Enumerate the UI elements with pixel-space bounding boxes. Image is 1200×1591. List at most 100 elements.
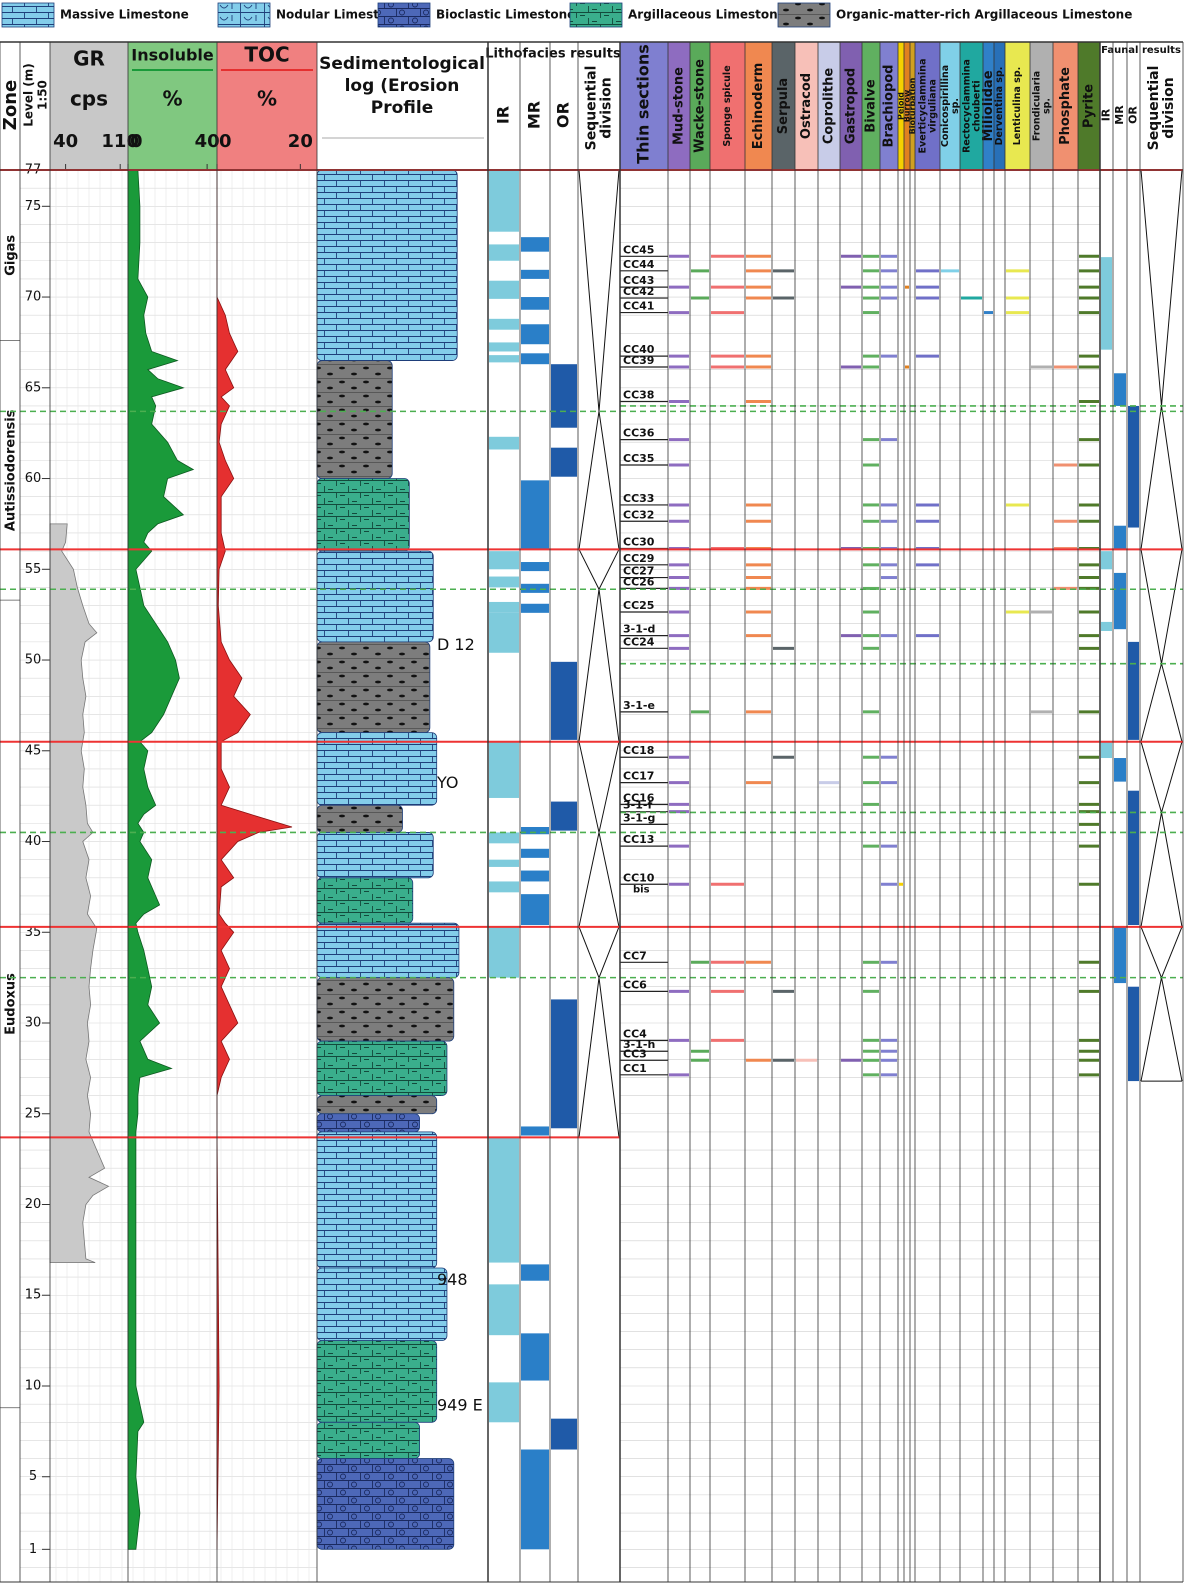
facies-interval [521, 583, 549, 593]
facies-interval [521, 297, 549, 310]
fauna-header-bg [910, 42, 915, 170]
column-title: OR [1127, 106, 1140, 124]
facies-interval [1128, 986, 1139, 1082]
gr-title: GR [73, 47, 105, 71]
fauna-header-bg [915, 42, 940, 170]
sed-log-annotation: 948 [437, 1270, 468, 1289]
sample-label: CC17 [623, 770, 654, 783]
level-tick-label: 50 [25, 653, 42, 668]
facies-interval [1114, 525, 1126, 550]
sample-label: CC24 [623, 635, 655, 648]
fauna-title: Bioturbation [908, 77, 917, 134]
legend-swatch [217, 2, 271, 28]
lithology-interval [316, 478, 410, 552]
facies-interval [551, 364, 577, 428]
facies-interval [489, 280, 519, 299]
sample-label: CC27 [623, 565, 654, 578]
facies-interval [551, 999, 577, 1129]
facies-interval [489, 436, 519, 450]
level-tick-label: 20 [25, 1197, 42, 1212]
facies-interval [1101, 257, 1112, 350]
sequence-shape [578, 169, 620, 550]
lithology-interval [316, 1095, 438, 1115]
facies-interval [521, 848, 549, 858]
gr-tick-label: 110 [101, 131, 139, 152]
facies-interval [489, 1137, 519, 1263]
sed-log-annotation: D 12 [437, 635, 475, 654]
facies-interval [521, 826, 549, 835]
facies-interval [551, 801, 577, 831]
sample-label: 3-1-f [623, 799, 652, 812]
sample-label: CC18 [623, 744, 654, 757]
legend-label: Nodular Limestone [276, 8, 404, 22]
fauna-title: Coprolithe [822, 68, 837, 145]
facies-interval [489, 1284, 519, 1336]
fauna-header-bg [898, 42, 904, 170]
gr-curve [49, 523, 110, 1263]
legend-swatch [377, 2, 431, 28]
facies-interval [521, 480, 549, 550]
level-tick-label: 70 [25, 290, 42, 305]
lithology-interval [316, 550, 434, 643]
fauna-title: Derventina sp. [994, 67, 1005, 146]
facies-interval [489, 832, 519, 844]
sequence-title: Sequentialdivision [583, 66, 614, 151]
legend-label: Organic-matter-rich Argillaceous Limesto… [836, 8, 1132, 22]
fauna-title: Brachiopod [882, 65, 897, 148]
sample-label: CC41 [623, 300, 654, 313]
sample-label: 3-1-h [623, 1038, 655, 1051]
toc-unit: % [257, 87, 277, 111]
facies-interval [1101, 551, 1112, 570]
fauna-title: Conicospirillinasp. [939, 65, 960, 147]
lithology-interval [316, 977, 455, 1042]
sample-label: 3-1-g [623, 811, 655, 824]
sample-label: CC39 [623, 354, 654, 367]
lithology-interval [316, 1267, 448, 1342]
sequence-shape [578, 926, 620, 1138]
sample-label: CC32 [623, 508, 654, 521]
level-tick-label: 45 [25, 743, 42, 758]
fauna-title: Echinoderm [751, 63, 766, 150]
fauna-title: Phosphate [1058, 67, 1073, 145]
insoluble-title: Insoluble [131, 46, 214, 65]
fauna-header-bg [960, 42, 983, 170]
facies-interval [1114, 572, 1126, 630]
fauna-title: Lenticulina sp. [1012, 67, 1023, 146]
fauna-title: Sponge spicule [722, 65, 733, 146]
fauna-title: Frondiculariasp. [1031, 71, 1052, 141]
level-tick-label: 35 [25, 925, 42, 940]
sample-label: CC44 [623, 258, 655, 271]
lithology-interval [316, 1421, 420, 1459]
level-tick-label: 10 [25, 1378, 42, 1393]
facies-interval [521, 603, 549, 613]
lithology-interval [316, 1131, 438, 1269]
fauna-header-bg [710, 42, 745, 170]
facies-interval [521, 353, 549, 365]
fauna-header-bg [1005, 42, 1030, 170]
column-title: IR [494, 106, 513, 124]
thin-sections-title: Thin sections [634, 44, 653, 164]
zone-title: Zone [0, 80, 21, 130]
facies-interval [521, 324, 549, 345]
facies-interval [489, 244, 519, 261]
insoluble-tick-label: 0 [130, 131, 143, 152]
lithology-interval [316, 1113, 420, 1133]
lithofacies-title: Lithofacies results [485, 47, 621, 62]
level-tick-label: 40 [25, 834, 42, 849]
header-bg [620, 42, 668, 170]
sed-log-annotation: 949 E [437, 1395, 483, 1414]
facies-interval [521, 1449, 549, 1550]
sample-label: CC40 [623, 343, 655, 356]
legend-swatch [777, 2, 831, 28]
sample-note: bis [633, 884, 650, 895]
lithology-interval [316, 1040, 448, 1097]
legend-swatch [1, 2, 55, 28]
fauna-header-bg [818, 42, 840, 170]
lithology-interval [316, 169, 458, 361]
facies-interval [1101, 621, 1112, 631]
fauna-header-bg [904, 42, 910, 170]
sample-label: CC29 [623, 552, 654, 565]
facies-interval [1128, 790, 1139, 926]
lithology-interval [316, 360, 393, 479]
fauna-header-bg [840, 42, 862, 170]
